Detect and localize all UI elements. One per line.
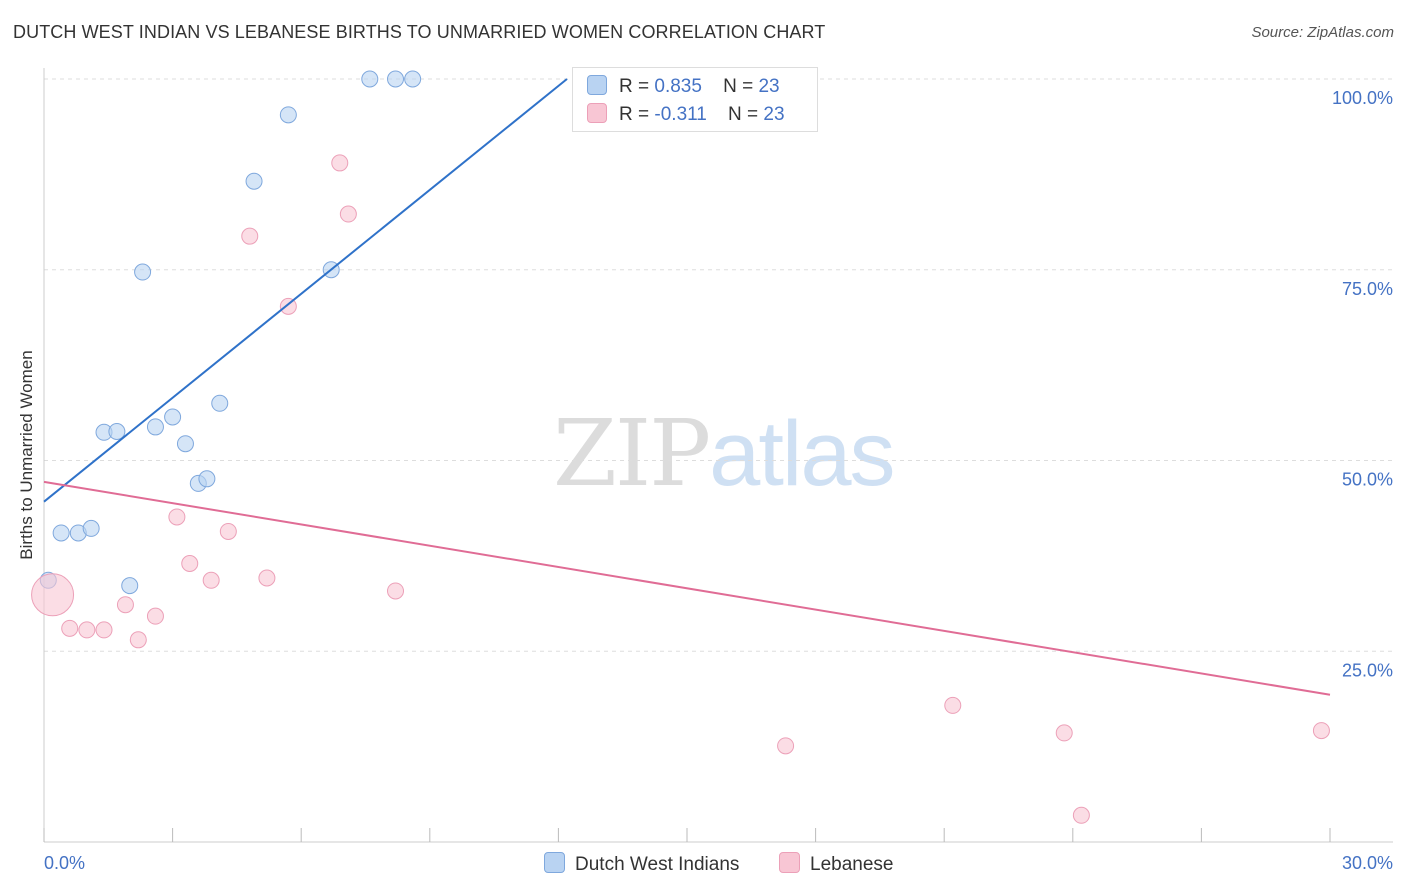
chart-title: DUTCH WEST INDIAN VS LEBANESE BIRTHS TO …	[13, 22, 826, 42]
grid-lines	[44, 78, 1393, 652]
legend-r-value: -0.311	[654, 104, 707, 125]
dutch-west-indians-point	[108, 423, 126, 441]
x-tick-label: 30.0%	[1342, 853, 1393, 873]
legend-swatch-blue	[587, 75, 607, 95]
lebanese-point	[1072, 806, 1090, 824]
dutch-west-indians-point	[279, 106, 297, 124]
trend-lines	[43, 78, 1331, 696]
dutch-west-indians-point	[198, 470, 216, 488]
lebanese-point	[258, 569, 276, 587]
correlation-legend: R = 0.835 N = 23 R = -0.311 N = 23	[572, 67, 818, 132]
lebanese-point	[241, 227, 259, 245]
lebanese-point	[944, 696, 962, 714]
lebanese-point	[61, 619, 79, 637]
legend-row-dutch-west-indians: R = 0.835 N = 23	[587, 75, 780, 99]
lebanese-point	[202, 571, 220, 589]
lebanese-point	[78, 621, 96, 639]
watermark-atlas: atlas	[709, 403, 895, 505]
lebanese-point	[777, 737, 795, 755]
lebanese-point	[95, 621, 113, 639]
lebanese-point	[219, 522, 237, 540]
lebanese-point	[116, 596, 134, 614]
legend-r-label: R =	[619, 76, 650, 97]
dutch-west-indians-point	[52, 524, 70, 542]
dutch-west-indians-point	[146, 418, 164, 436]
lebanese-point	[331, 154, 349, 172]
axes	[43, 68, 1393, 843]
legend-n-label: N =	[727, 104, 759, 125]
data-points	[31, 70, 1330, 824]
tick-labels: 25.0% 50.0% 75.0% 100.0% 0.0% 30.0%	[44, 88, 1393, 873]
legend-r-value: 0.835	[654, 76, 702, 97]
y-tick-label: 50.0%	[1342, 470, 1393, 490]
lebanese-point	[31, 573, 75, 617]
bottom-legend-label: Lebanese	[810, 854, 894, 875]
legend-n-value: 23	[758, 76, 780, 97]
dutch-west-indians-point	[164, 408, 182, 426]
dutch-west-indians-point	[361, 70, 379, 88]
legend-n-label: N =	[723, 76, 754, 97]
y-tick-label: 25.0%	[1342, 660, 1393, 680]
bottom-legend-lebanese: Lebanese	[779, 852, 893, 876]
y-tick-label: 75.0%	[1342, 279, 1393, 299]
lebanese-point	[1312, 722, 1330, 740]
lebanese-trend-line	[43, 480, 1331, 696]
legend-row-lebanese: R = -0.311 N = 23	[587, 103, 785, 127]
dutch-west-indians-trend-line	[43, 78, 568, 503]
dutch-west-indians-point	[404, 70, 422, 88]
dutch-west-indians-point	[387, 70, 405, 88]
lebanese-point	[1055, 724, 1073, 742]
watermark: ZIPatlas	[553, 400, 896, 507]
dutch-west-indians-point	[121, 577, 139, 595]
lebanese-point	[339, 205, 357, 223]
legend-n-value: 23	[763, 104, 785, 125]
dutch-west-indians-point	[176, 435, 194, 453]
dutch-west-indians-point	[245, 172, 263, 190]
source-label: Source: ZipAtlas.com	[1251, 24, 1394, 41]
lebanese-point	[129, 631, 147, 649]
bottom-legend-label: Dutch West Indians	[575, 854, 740, 875]
bottom-legend-swatch-blue	[544, 852, 565, 873]
legend-swatch-pink	[587, 103, 607, 123]
y-tick-label: 100.0%	[1332, 88, 1393, 108]
lebanese-point	[168, 508, 186, 526]
legend-r-label: R =	[619, 104, 650, 125]
bottom-legend-dutch-west-indians: Dutch West Indians	[544, 852, 739, 876]
lebanese-point	[181, 555, 199, 573]
lebanese-point	[279, 297, 297, 315]
lebanese-point	[146, 607, 164, 625]
dutch-west-indians-point	[134, 263, 152, 281]
watermark-zip: ZIP	[553, 400, 711, 507]
x-tick-label: 0.0%	[44, 853, 85, 873]
bottom-legend-swatch-pink	[779, 852, 800, 873]
lebanese-point	[387, 582, 405, 600]
dutch-west-indians-point	[82, 519, 100, 537]
dutch-west-indians-point	[211, 394, 229, 412]
